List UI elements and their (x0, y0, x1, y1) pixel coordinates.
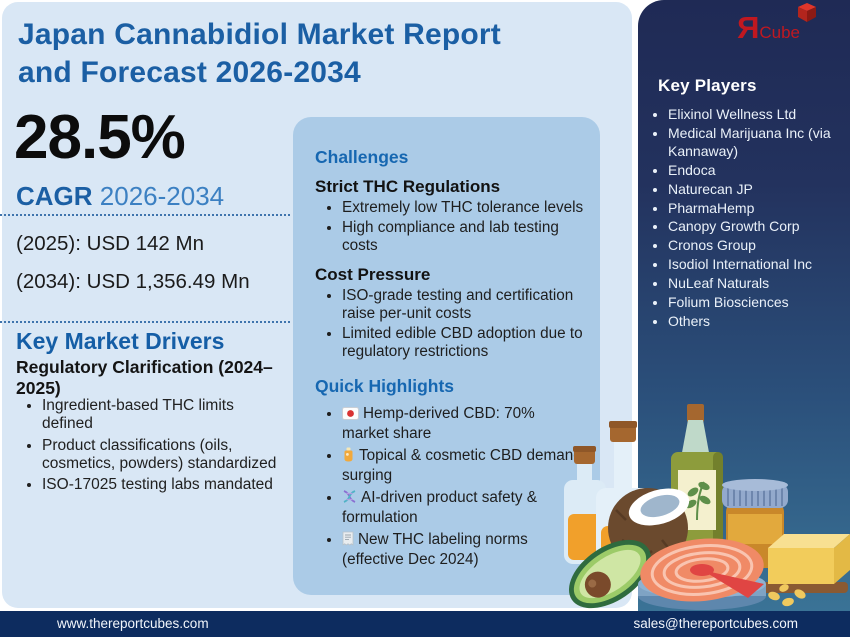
footer-email-link[interactable]: sales@thereportcubes.com (633, 616, 798, 631)
challenge-group-title: Cost Pressure (315, 264, 431, 284)
key-player-item: Cronos Group (668, 237, 838, 255)
key-player-item: Others (668, 313, 838, 331)
avocado-illustration (568, 539, 652, 609)
cagr-value: 28.5% (14, 103, 186, 172)
key-player-item: NuLeaf Naturals (668, 275, 838, 293)
highlight-text: New THC labeling norms (effective Dec 20… (342, 531, 528, 569)
logo-r-glyph: Я (737, 10, 760, 45)
receipt-icon (342, 531, 354, 551)
key-players-heading: Key Players (658, 76, 757, 95)
challenge-item: ISO-grade testing and certification rais… (342, 287, 584, 323)
divider-line (0, 321, 290, 323)
challenge-group-list: ISO-grade testing and certification rais… (315, 287, 584, 361)
quick-highlights-heading: Quick Highlights (315, 376, 455, 397)
key-player-item: Medical Marijuana Inc (via Kannaway) (668, 125, 838, 161)
highlight-item: New THC labeling norms (effective Dec 20… (342, 531, 584, 569)
challenge-item: Limited edible CBD adoption due to regul… (342, 325, 584, 361)
highlight-text: AI-driven product safety & formulation (342, 489, 537, 527)
key-players-list: Elixinol Wellness Ltd Medical Marijuana … (654, 106, 838, 332)
key-market-drivers-heading: Key Market Drivers (16, 328, 225, 354)
driver-item: Ingredient-based THC limits defined (42, 397, 284, 434)
page-title-line2: and Forecast 2026-2034 (18, 56, 361, 90)
challenges-heading: Challenges (315, 147, 409, 167)
page-title-line1: Japan Cannabidiol Market Report (18, 18, 501, 51)
logo-cube-text: Cube (759, 23, 800, 42)
market-value-2025: (2025): USD 142 Mn (16, 232, 205, 255)
healthy-fats-illustration (564, 404, 850, 610)
seeds-illustration (768, 584, 806, 607)
highlight-item: Hemp-derived CBD: 70% market share (342, 405, 584, 443)
olive-oil-bottle-illustration (671, 404, 723, 550)
key-player-item: Elixinol Wellness Ltd (668, 106, 838, 124)
oil-bottle-small-illustration (564, 446, 606, 564)
challenge-item: Extremely low THC tolerance levels (342, 199, 584, 217)
challenge-group-list: Extremely low THC tolerance levels High … (315, 199, 584, 255)
challenges-highlights-card: Challenges Strict THC Regulations Extrem… (293, 117, 600, 595)
cagr-caption: CAGR 2026-2034 (16, 181, 224, 212)
butter-illustration (752, 534, 850, 593)
challenge-group-title: Strict THC Regulations (315, 177, 501, 196)
page-title: Japan Cannabidiol Market Report and Fore… (18, 16, 618, 92)
highlight-item: AI-driven product safety & formulation (342, 489, 584, 527)
key-player-item: Canopy Growth Corp (668, 218, 838, 236)
cagr-period: 2026-2034 (99, 181, 225, 211)
challenge-item: High compliance and lab testing costs (342, 219, 584, 255)
drivers-list: Ingredient-based THC limits defined Prod… (16, 397, 284, 497)
footer-website-link[interactable]: www.thereportcubes.com (57, 616, 209, 631)
highlight-item: Topical & cosmetic CBD demand surging (342, 447, 584, 485)
drivers-subheading: Regulatory Clarification (2024–2025) (16, 357, 273, 399)
highlight-text: Hemp-derived CBD: 70% market share (342, 405, 535, 443)
footer-bar: www.thereportcubes.com sales@thereportcu… (0, 611, 850, 637)
key-player-item: PharmaHemp (668, 200, 838, 218)
dna-icon (342, 489, 357, 509)
key-player-item: Folium Biosciences (668, 294, 838, 312)
market-value-2034: (2034): USD 1,356.49 Mn (16, 270, 250, 293)
reportcube-logo[interactable]: ЯCube (737, 3, 822, 45)
driver-item: Product classifications (oils, cosmetics… (42, 437, 284, 474)
divider-line (0, 214, 290, 216)
cube-icon (796, 3, 818, 28)
japan-flag-icon (342, 407, 359, 425)
highlight-text: Topical & cosmetic CBD demand surging (342, 447, 582, 485)
driver-item: ISO-17025 testing labs mandated (42, 476, 284, 494)
key-player-item: Endoca (668, 162, 838, 180)
lotion-bottle-icon (342, 447, 355, 467)
key-player-item: Naturecan JP (668, 181, 838, 199)
key-player-item: Isodiol International Inc (668, 256, 838, 274)
highlights-list: Hemp-derived CBD: 70% market share Topic… (315, 405, 584, 569)
salmon-illustration (638, 538, 766, 610)
cagr-label: CAGR (16, 181, 93, 211)
